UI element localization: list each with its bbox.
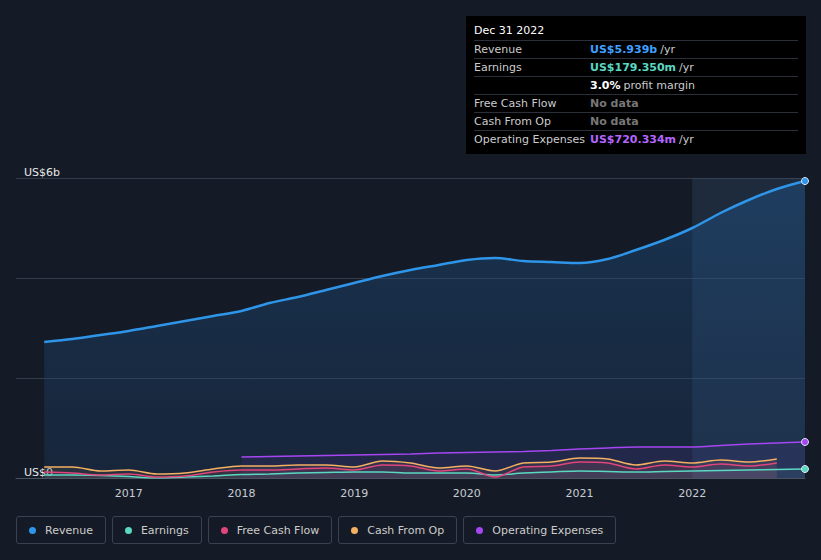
svg-text:2019: 2019 (340, 487, 368, 500)
html-text:Revenue: Revenue (474, 43, 522, 56)
html-text:Dec 31 2022: Dec 31 2022 (474, 24, 545, 37)
html-text:No data: No data (590, 97, 639, 110)
html-text:Earnings: Earnings (140, 523, 189, 537)
html-text:Earnings: Earnings (474, 61, 522, 74)
svg-text:US$6b: US$6b (24, 166, 60, 179)
html-text:US$5.939b /yr: US$5.939b /yr (590, 43, 675, 56)
svg-text:2021: 2021 (566, 487, 594, 500)
html-text:3.0% profit margin: 3.0% profit margin (590, 79, 695, 92)
svg-text:2020: 2020 (453, 487, 481, 500)
svg-text:2017: 2017 (115, 487, 143, 500)
html-text:Operating Expenses: Operating Expenses (474, 133, 585, 146)
html-text:US$720.334m /yr: US$720.334m /yr (590, 133, 694, 146)
svg-text:2022: 2022 (678, 487, 706, 500)
html-text:Operating Expenses: Operating Expenses (492, 523, 604, 537)
svg-text:2018: 2018 (227, 487, 255, 500)
html-text:Revenue: Revenue (45, 523, 93, 537)
html-text:Free Cash Flow: Free Cash Flow (474, 97, 557, 110)
html-text:US$179.350m /yr: US$179.350m /yr (590, 61, 694, 74)
html-text:Free Cash Flow: Free Cash Flow (236, 523, 320, 537)
svg-text:US$0: US$0 (24, 466, 53, 479)
html-text:Cash From Op: Cash From Op (474, 115, 551, 128)
html-text:Cash From Op: Cash From Op (367, 523, 445, 537)
html-text:No data: No data (590, 115, 639, 128)
